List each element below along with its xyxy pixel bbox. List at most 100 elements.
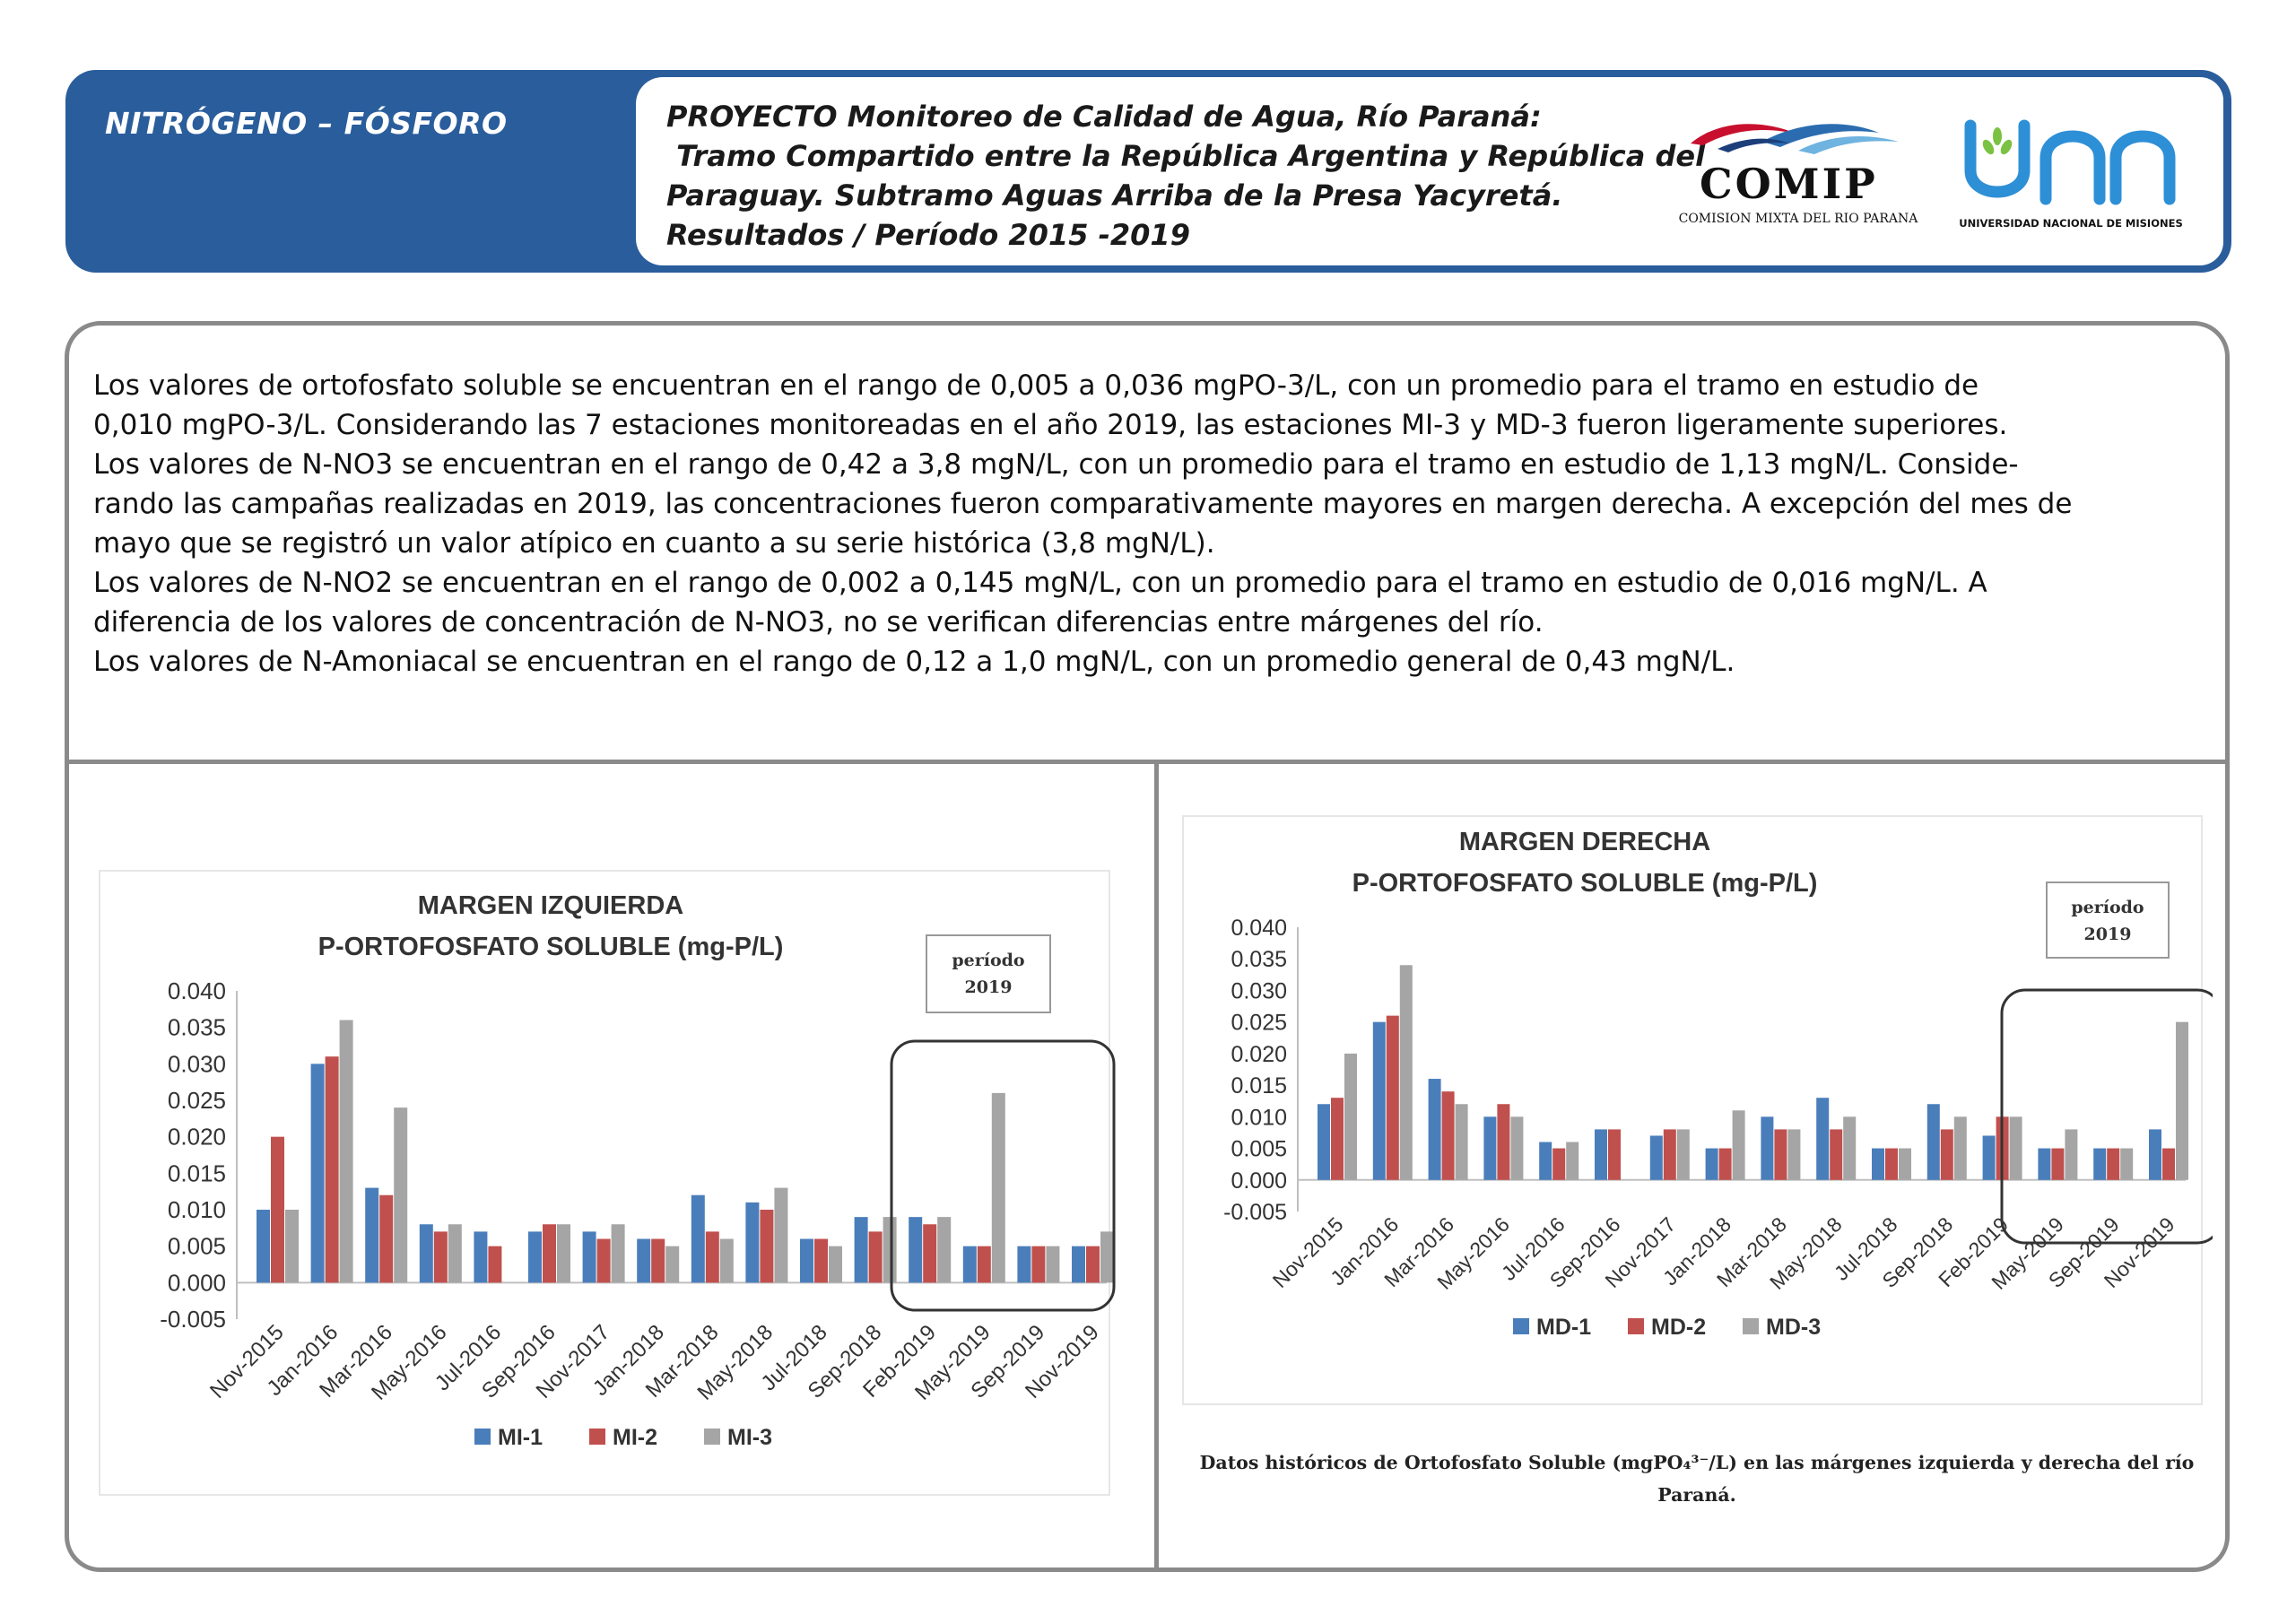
bar-mi-1 — [1017, 1246, 1031, 1283]
bar-mi-3 — [883, 1217, 897, 1283]
bar-md-2 — [1830, 1129, 1843, 1180]
bar-md-1 — [1649, 1135, 1663, 1180]
bar-mi-1 — [637, 1238, 651, 1283]
bar-mi-3 — [394, 1107, 408, 1283]
bar-md-1 — [2038, 1148, 2051, 1180]
bar-md-3 — [2120, 1148, 2134, 1180]
y-tick-label: 0.030 — [1231, 978, 1287, 1003]
bar-md-2 — [2051, 1148, 2065, 1180]
bar-mi-1 — [962, 1246, 977, 1283]
bar-mi-2 — [705, 1231, 719, 1283]
legend-swatch — [704, 1429, 720, 1445]
bar-mi-2 — [325, 1056, 339, 1283]
summary-text: Los valores de ortofosfato soluble se en… — [93, 366, 2219, 682]
bar-md-3 — [1843, 1116, 1857, 1180]
bar-mi-1 — [257, 1210, 270, 1283]
chart-margen-izquierda: MARGEN IZQUIERDA P-ORTOFOSFATO SOLUBLE (m… — [99, 870, 1116, 1496]
bar-mi-1 — [365, 1187, 379, 1283]
bar-md-1 — [1595, 1129, 1607, 1180]
horizontal-divider — [69, 760, 2225, 764]
y-tick-label: 0.005 — [168, 1233, 226, 1260]
bar-md-1 — [1761, 1116, 1774, 1180]
section-label: NITRÓGENO – FÓSFORO — [105, 106, 508, 141]
project-title-line: Tramo Compartido entre la República Arge… — [666, 139, 1706, 173]
bar-mi-3 — [611, 1224, 625, 1283]
y-tick-label: 0.040 — [1231, 916, 1287, 941]
bar-md-2 — [1386, 1015, 1399, 1180]
bar-md-2 — [1885, 1148, 1898, 1180]
bar-mi-3 — [557, 1224, 570, 1283]
chart-title: MARGEN DERECHA — [1459, 828, 1710, 856]
period-label-line1: período — [952, 951, 1024, 970]
bar-md-3 — [1787, 1129, 1801, 1180]
bar-mi-3 — [991, 1092, 1005, 1283]
bar-md-3 — [1566, 1142, 1579, 1180]
comip-subtitle: COMISION MIXTA DEL RIO PARANA — [1678, 212, 1918, 226]
y-tick-label: 0.015 — [1231, 1073, 1287, 1099]
header-banner: NITRÓGENO – FÓSFORO PROYECTO Monitoreo d… — [65, 70, 2231, 273]
bar-mi-1 — [474, 1231, 488, 1283]
bar-md-2 — [1663, 1129, 1676, 1180]
y-tick-label: 0.015 — [168, 1159, 226, 1186]
legend-label: MD-2 — [1651, 1315, 1706, 1340]
bar-md-3 — [2176, 1021, 2188, 1180]
bar-mi-1 — [528, 1231, 542, 1283]
legend-swatch — [1743, 1318, 1759, 1334]
bar-md-3 — [1344, 1053, 1357, 1180]
summary-line: mayo que se registró un valor atípico en… — [93, 527, 1215, 560]
bar-md-1 — [1982, 1135, 1996, 1180]
period-label-line2: 2019 — [965, 977, 1013, 997]
bar-md-1 — [1705, 1148, 1718, 1180]
bar-md-2 — [1441, 1091, 1455, 1180]
y-tick-label: 0.030 — [168, 1050, 226, 1077]
legend-label: MD-3 — [1766, 1315, 1821, 1340]
bar-mi-3 — [1046, 1246, 1060, 1283]
y-tick-label: 0.020 — [1231, 1042, 1287, 1067]
chart-frame — [99, 870, 1110, 1496]
comip-logo: COMIP COMISION MIXTA DEL RIO PARANA — [1664, 113, 1933, 230]
summary-line: rando las campañas realizadas en 2019, l… — [93, 488, 2073, 520]
bar-mi-3 — [285, 1210, 299, 1283]
y-tick-label: 0.025 — [1231, 1011, 1287, 1036]
unam-logo: UNIVERSIDAD NACIONAL DE MISIONES — [1945, 117, 2196, 233]
bar-mi-2 — [977, 1246, 991, 1283]
summary-line: diferencia de los valores de concentraci… — [93, 606, 1544, 638]
bar-mi-2 — [1031, 1246, 1046, 1283]
legend-label: MI-3 — [727, 1425, 772, 1450]
period-label-line2: 2019 — [2084, 925, 2132, 944]
summary-line: 0,010 mgPO-3/L. Considerando las 7 estac… — [93, 409, 2008, 441]
project-title-line: PROYECTO Monitoreo de Calidad de Agua, R… — [666, 100, 1542, 134]
legend-swatch — [474, 1429, 491, 1445]
header-title-box: PROYECTO Monitoreo de Calidad de Agua, R… — [636, 77, 2223, 265]
chart-title: MARGEN IZQUIERDA — [418, 891, 684, 920]
y-tick-label: 0.035 — [168, 1014, 226, 1041]
bar-md-1 — [1926, 1104, 1940, 1180]
y-tick-label: 0.000 — [1231, 1168, 1287, 1194]
bar-mi-3 — [448, 1224, 462, 1283]
bar-md-3 — [2009, 1116, 2022, 1180]
chart-subtitle: P-ORTOFOSFATO SOLUBLE (mg-P/L) — [318, 933, 784, 961]
legend-swatch — [1628, 1318, 1644, 1334]
bar-md-3 — [1676, 1129, 1690, 1180]
bar-md-3 — [1510, 1116, 1524, 1180]
bar-md-3 — [1399, 965, 1413, 1180]
period-2019-label-box — [2046, 881, 2170, 959]
bar-md-3 — [1953, 1116, 1967, 1180]
y-tick-label: 0.010 — [168, 1196, 226, 1223]
bar-md-3 — [1899, 1148, 1911, 1180]
bar-md-1 — [1372, 1021, 1386, 1180]
chart-subtitle: P-ORTOFOSFATO SOLUBLE (mg-P/L) — [1352, 869, 1818, 898]
y-tick-label: 0.040 — [168, 977, 226, 1004]
project-title-line: Paraguay. Subtramo Aguas Arriba de la Pr… — [666, 178, 1563, 213]
bar-mi-2 — [379, 1194, 394, 1283]
bar-mi-2 — [760, 1210, 774, 1283]
project-title: PROYECTO Monitoreo de Calidad de Agua, R… — [666, 97, 1707, 255]
bar-mi-1 — [909, 1217, 923, 1283]
summary-line: Los valores de N-NO2 se encuentran en el… — [93, 567, 1987, 599]
bar-mi-2 — [923, 1224, 937, 1283]
bar-md-2 — [1608, 1129, 1621, 1180]
comip-wordmark: COMIP — [1700, 160, 1878, 208]
bar-md-2 — [2107, 1148, 2120, 1180]
bar-md-3 — [1455, 1104, 1468, 1180]
bar-md-2 — [1552, 1148, 1566, 1180]
